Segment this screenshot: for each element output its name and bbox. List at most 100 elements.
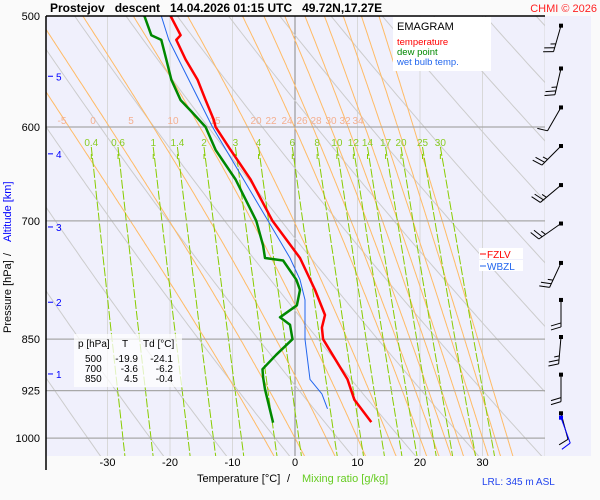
wind-barb-flag [558, 438, 569, 446]
dry-adiabat-line [46, 48, 354, 456]
mixing-ratio-label: 20 [395, 138, 407, 149]
wind-barb [537, 105, 563, 132]
y-tick-label: 1000 [16, 433, 40, 445]
mixing-ratio-line [352, 146, 403, 456]
y-tick-label: 500 [22, 11, 40, 23]
wind-barb-flag [544, 94, 555, 96]
wet-bulb-line [160, 16, 328, 409]
moist-adiabat-line [46, 28, 306, 456]
wind-barb-flag [535, 156, 545, 163]
legend-box [393, 17, 491, 71]
wind-barb-staff [553, 25, 562, 52]
wind-barb-flag [532, 159, 543, 166]
wbzl-label: WBZL [487, 262, 515, 273]
wind-barb [543, 23, 563, 53]
y-axis-sep: / [2, 252, 14, 256]
y-tick-label: 925 [22, 386, 40, 398]
wind-barb-station [559, 221, 563, 226]
wind-barb [550, 372, 563, 406]
table-cell: 700 [85, 364, 102, 375]
fzlv-box [479, 248, 523, 259]
wind-barb [539, 260, 563, 288]
wind-barb-staff [549, 262, 562, 288]
wind-barb-flag [550, 326, 562, 331]
wind-barb-station [559, 144, 563, 149]
wind-barb-station [559, 297, 563, 302]
mixing-ratio-label: 0.6 [111, 138, 125, 149]
wind-barb-flag [531, 196, 541, 203]
chart-title: Prostejov descent 14.04.2026 01:15 UTC 4… [50, 1, 382, 15]
legend-temperature: temperature [397, 37, 448, 48]
mixing-ratio-line [117, 146, 154, 456]
mixing-ratio-line [258, 146, 302, 456]
altitude-tick-label: 4 [56, 150, 62, 161]
moist-adiabat-line [378, 16, 514, 456]
moist-adiabat-line [132, 16, 366, 456]
mixing-ratio-label: 1 [150, 138, 156, 149]
x-tick-label: 30 [476, 457, 488, 469]
wind-barb-flag [545, 90, 556, 93]
wind-barb [548, 334, 563, 367]
moist-adiabat-label: 0 [90, 116, 96, 127]
wind-barb-station [559, 334, 563, 339]
wind-barb-flag [550, 397, 562, 402]
altitude-tick-label: 3 [56, 223, 62, 234]
wind-barb [544, 66, 563, 96]
moist-adiabat-label: 5 [128, 116, 134, 127]
mixing-ratio-line [176, 146, 217, 456]
fzlv-label: FZLV [487, 250, 511, 261]
wind-barb-station [559, 66, 563, 71]
table-header-t: T [122, 339, 128, 350]
x-axis-label: Temperature [°C] [197, 473, 280, 485]
table-cell: 500 [85, 354, 102, 365]
moist-adiabat-label: 26 [296, 116, 308, 127]
mixing-ratio-label: 25 [417, 138, 429, 149]
wind-barb-staff [538, 223, 562, 240]
wind-barb-half [541, 194, 547, 198]
mixing-ratio-line [152, 146, 191, 456]
wind-barb-station [559, 372, 563, 377]
x-tick-label: -10 [225, 457, 241, 469]
y-axis-label: Pressure [hPa] [2, 260, 14, 333]
table-cell: -19.9 [115, 354, 138, 365]
altitude-tick-label: 2 [56, 298, 62, 309]
y-tick-label: 850 [22, 334, 40, 346]
table-cell: -24.1 [150, 354, 173, 365]
wind-barb-station [559, 23, 563, 28]
table-cell: -3.6 [121, 364, 139, 375]
table-header-td: Td [°C] [143, 339, 174, 350]
moist-adiabat-line [323, 16, 477, 456]
dry-adiabat-line [46, 125, 291, 456]
mixing-ratio-label: 6 [290, 138, 296, 149]
dry-adiabat-line [74, 16, 417, 456]
table-cell: 850 [85, 374, 102, 385]
moist-adiabats [46, 16, 514, 456]
x-axis-label-mixing: Mixing ratio [g/kg] [302, 473, 388, 485]
wind-barb [530, 221, 563, 240]
lrl-label: LRL: 345 m ASL [482, 477, 555, 488]
wind-barb-flag [550, 401, 562, 406]
wind-barb-flag [530, 232, 540, 240]
wind-barb-staff [560, 417, 571, 444]
mixing-ratio-label: 0.4 [84, 138, 98, 149]
moist-adiabat-label: 28 [310, 116, 322, 127]
mixing-ratio-label: 17 [380, 138, 392, 149]
y-tick-label: 700 [22, 216, 40, 228]
wind-barb [531, 183, 563, 203]
dry-adiabat-line [381, 16, 545, 202]
moist-adiabat-label: 34 [352, 116, 364, 127]
mixing-ratio-line [439, 146, 495, 456]
moist-adiabat-label: 30 [325, 116, 337, 127]
wind-barb [532, 144, 563, 166]
moist-adiabat-label: 20 [250, 116, 262, 127]
temperature-line [169, 16, 373, 423]
moist-adiabat-line [263, 16, 440, 456]
wind-barb [550, 297, 563, 331]
dew-point-line [143, 16, 302, 423]
x-tick-label: 0 [292, 457, 298, 469]
mixing-ratio-line [422, 146, 476, 456]
wind-barb-flag [539, 285, 550, 288]
mixing-ratio-line [400, 146, 454, 456]
